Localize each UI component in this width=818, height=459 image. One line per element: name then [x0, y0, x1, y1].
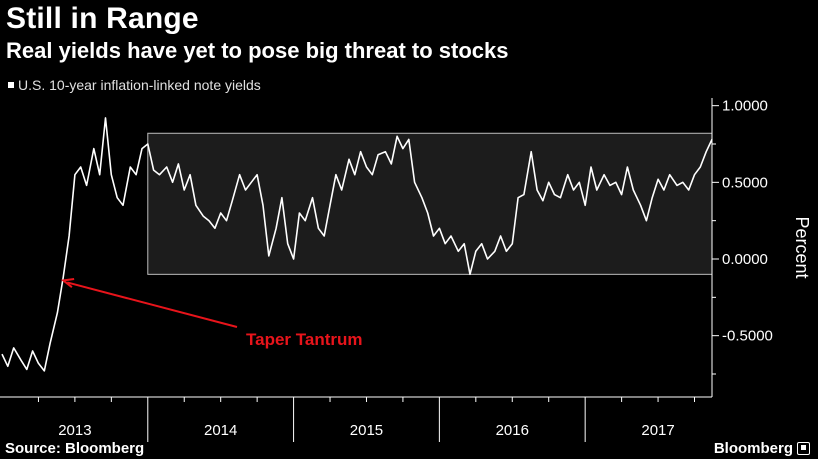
- x-tick-label: 2013: [58, 422, 91, 439]
- legend-swatch: [8, 82, 14, 88]
- y-tick-label: -0.5000: [722, 328, 773, 345]
- brand-logo: Bloomberg: [714, 440, 810, 457]
- chart-source: Source: Bloomberg: [5, 440, 145, 457]
- y-axis-label: Percent: [792, 216, 812, 278]
- series-line: [1, 117, 713, 372]
- chart-legend: U.S. 10-year inflation-linked note yield…: [8, 77, 261, 93]
- x-tick-label: 2015: [350, 422, 383, 439]
- legend-label: U.S. 10-year inflation-linked note yield…: [18, 77, 261, 93]
- y-tick-label: 1.0000: [722, 98, 768, 115]
- x-tick-label: 2017: [641, 422, 674, 439]
- range-band: [147, 132, 713, 275]
- x-tick-label: 2016: [496, 422, 529, 439]
- chart-title: Still in Range: [6, 2, 199, 35]
- x-tick-label: 2014: [204, 422, 237, 439]
- y-tick-label: 0.5000: [722, 174, 768, 191]
- y-tick-label: 0.0000: [722, 251, 768, 268]
- annotation-arrowhead: [60, 277, 75, 289]
- brand-label: Bloomberg: [713, 440, 793, 457]
- annotation-arrow: [66, 281, 238, 328]
- chart-subtitle: Real yields have yet to pose big threat …: [6, 38, 509, 63]
- brand-icon: [797, 442, 810, 455]
- annotation-label: Taper Tantrum: [246, 330, 363, 349]
